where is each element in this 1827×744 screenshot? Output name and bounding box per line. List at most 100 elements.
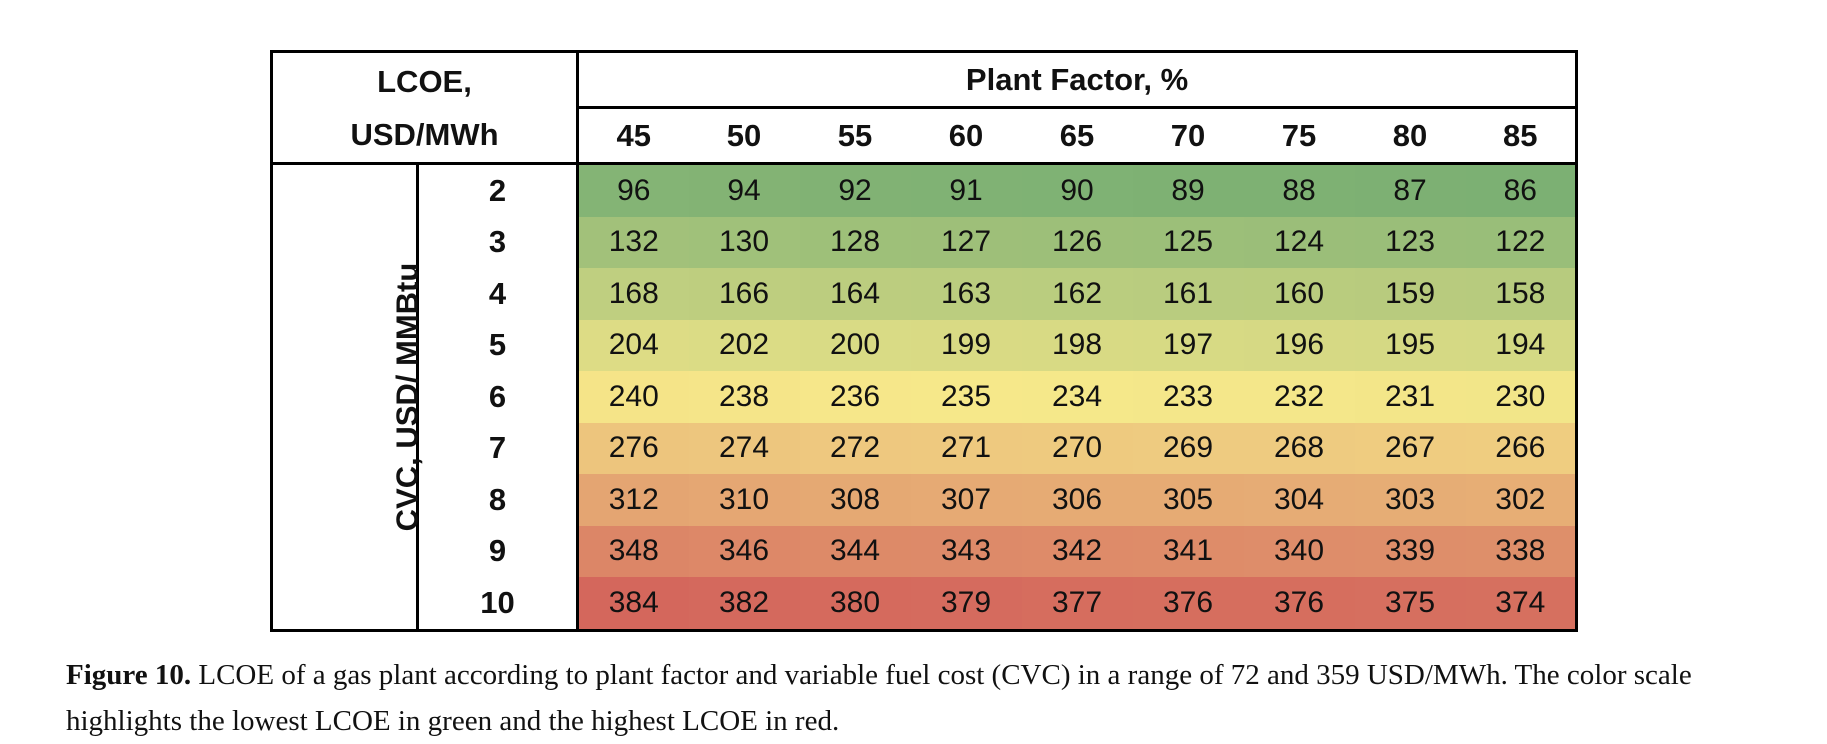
caption-label: Figure 10. xyxy=(66,659,192,691)
lcoe-cell: 238 xyxy=(688,371,800,423)
cvc-row-header: 5 xyxy=(417,319,579,371)
lcoe-figure: LCOE, USD/MWh Plant Factor, % 45 50 55 60 65… xyxy=(270,50,1579,632)
lcoe-cell: 338 xyxy=(1465,525,1579,577)
lcoe-cell: 166 xyxy=(688,268,800,320)
lcoe-cell: 268 xyxy=(1243,422,1355,474)
lcoe-cell: 375 xyxy=(1354,577,1466,632)
plant-factor-column-header: 65 xyxy=(1021,107,1133,165)
lcoe-cell: 302 xyxy=(1465,474,1579,526)
lcoe-cell: 346 xyxy=(688,525,800,577)
lcoe-cell: 377 xyxy=(1021,577,1133,632)
lcoe-cell: 307 xyxy=(910,474,1022,526)
plant-factor-column-header: 75 xyxy=(1243,107,1355,165)
lcoe-cell: 230 xyxy=(1465,371,1579,423)
lcoe-cell: 130 xyxy=(688,216,800,268)
lcoe-cell: 269 xyxy=(1132,422,1244,474)
lcoe-cell: 240 xyxy=(577,371,689,423)
lcoe-cell: 159 xyxy=(1354,268,1466,320)
lcoe-table: LCOE, USD/MWh Plant Factor, % 45 50 55 60 65… xyxy=(270,50,1579,632)
cvc-row-header: 7 xyxy=(417,422,579,474)
table-row: 4 168 166 164 163 162 161 160 159 158 xyxy=(272,268,1579,320)
plant-factor-column-header: 85 xyxy=(1465,107,1579,165)
lcoe-cell: 339 xyxy=(1354,525,1466,577)
table-row: 3 132 130 128 127 126 125 124 123 122 xyxy=(272,216,1579,268)
corner-label-line2: USD/MWh xyxy=(350,116,499,152)
lcoe-cell: 380 xyxy=(799,577,911,632)
corner-label: LCOE, USD/MWh xyxy=(270,50,579,165)
cvc-row-header: 10 xyxy=(417,577,579,632)
lcoe-cell: 271 xyxy=(910,422,1022,474)
lcoe-cell: 235 xyxy=(910,371,1022,423)
table-row: 9 348 346 344 343 342 341 340 339 338 xyxy=(272,525,1579,577)
table-row: 10 384 382 380 379 377 376 376 375 374 xyxy=(272,577,1579,632)
lcoe-cell: 168 xyxy=(577,268,689,320)
lcoe-cell: 342 xyxy=(1021,525,1133,577)
lcoe-cell: 343 xyxy=(910,525,1022,577)
lcoe-cell: 341 xyxy=(1132,525,1244,577)
lcoe-cell: 200 xyxy=(799,319,911,371)
plant-factor-header: Plant Factor, % xyxy=(577,50,1579,109)
lcoe-cell: 196 xyxy=(1243,319,1355,371)
cvc-row-header: 6 xyxy=(417,371,579,423)
lcoe-cell: 160 xyxy=(1243,268,1355,320)
lcoe-cell: 348 xyxy=(577,525,689,577)
lcoe-cell: 199 xyxy=(910,319,1022,371)
lcoe-cell: 161 xyxy=(1132,268,1244,320)
lcoe-cell: 233 xyxy=(1132,371,1244,423)
cvc-row-header: 3 xyxy=(417,216,579,268)
lcoe-cell: 124 xyxy=(1243,216,1355,268)
lcoe-cell: 270 xyxy=(1021,422,1133,474)
lcoe-cell: 305 xyxy=(1132,474,1244,526)
lcoe-cell: 204 xyxy=(577,319,689,371)
lcoe-cell: 272 xyxy=(799,422,911,474)
lcoe-cell: 92 xyxy=(799,163,911,217)
figure-caption: Figure 10. LCOE of a gas plant according… xyxy=(66,652,1786,744)
lcoe-cell: 202 xyxy=(688,319,800,371)
lcoe-cell: 87 xyxy=(1354,163,1466,217)
table-row: 6 240 238 236 235 234 233 232 231 230 xyxy=(272,371,1579,423)
lcoe-cell: 231 xyxy=(1354,371,1466,423)
lcoe-cell: 90 xyxy=(1021,163,1133,217)
lcoe-cell: 96 xyxy=(577,163,689,217)
corner-label-line1: LCOE, xyxy=(377,63,472,99)
table-row: 7 276 274 272 271 270 269 268 267 266 xyxy=(272,422,1579,474)
lcoe-cell: 91 xyxy=(910,163,1022,217)
lcoe-cell: 303 xyxy=(1354,474,1466,526)
lcoe-cell: 376 xyxy=(1243,577,1355,632)
cvc-row-header: 4 xyxy=(417,268,579,320)
lcoe-cell: 232 xyxy=(1243,371,1355,423)
caption-text: LCOE of a gas plant according to plant f… xyxy=(66,659,1692,737)
cvc-row-header: 9 xyxy=(417,525,579,577)
lcoe-cell: 304 xyxy=(1243,474,1355,526)
cvc-row-header: 2 xyxy=(417,163,579,217)
lcoe-cell: 236 xyxy=(799,371,911,423)
lcoe-cell: 125 xyxy=(1132,216,1244,268)
lcoe-cell: 312 xyxy=(577,474,689,526)
cvc-row-header: 8 xyxy=(417,474,579,526)
plant-factor-column-header: 70 xyxy=(1132,107,1244,165)
lcoe-cell: 344 xyxy=(799,525,911,577)
lcoe-cell: 274 xyxy=(688,422,800,474)
lcoe-cell: 94 xyxy=(688,163,800,217)
cvc-axis-label-cell: CVC, USD/ MMBtu xyxy=(270,163,424,632)
lcoe-table-body: CVC, USD/ MMBtu 2 96 94 92 91 90 89 88 87 86 3 132 13… xyxy=(270,163,1579,632)
lcoe-cell: 122 xyxy=(1465,216,1579,268)
lcoe-cell: 126 xyxy=(1021,216,1133,268)
lcoe-cell: 276 xyxy=(577,422,689,474)
cvc-axis-label: CVC, USD/ MMBtu xyxy=(389,262,425,532)
lcoe-cell: 86 xyxy=(1465,163,1579,217)
lcoe-cell: 197 xyxy=(1132,319,1244,371)
lcoe-cell: 234 xyxy=(1021,371,1133,423)
lcoe-cell: 267 xyxy=(1354,422,1466,474)
lcoe-cell: 340 xyxy=(1243,525,1355,577)
plant-factor-column-header: 55 xyxy=(799,107,911,165)
table-row: 5 204 202 200 199 198 197 196 195 194 xyxy=(272,319,1579,371)
lcoe-cell: 198 xyxy=(1021,319,1133,371)
lcoe-cell: 194 xyxy=(1465,319,1579,371)
plant-factor-columns: 45 50 55 60 65 70 75 80 85 xyxy=(272,107,1579,165)
lcoe-cell: 379 xyxy=(910,577,1022,632)
lcoe-cell: 123 xyxy=(1354,216,1466,268)
lcoe-cell: 308 xyxy=(799,474,911,526)
plant-factor-column-header: 50 xyxy=(688,107,800,165)
plant-factor-column-header: 45 xyxy=(577,107,689,165)
